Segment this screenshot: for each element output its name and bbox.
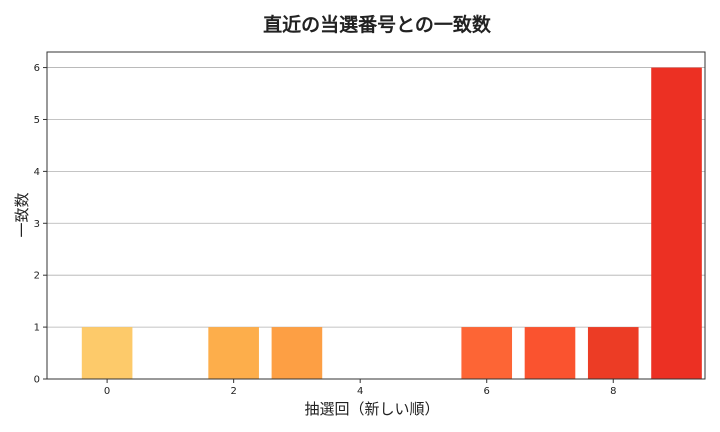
y-tick-label: 1 — [34, 323, 40, 334]
y-tick-label: 0 — [34, 375, 40, 386]
x-tick-label: 4 — [357, 386, 363, 397]
y-tick-label: 4 — [34, 167, 40, 178]
chart-title: 直近の当選番号との一致数 — [263, 13, 492, 36]
bar — [81, 327, 133, 379]
bar — [461, 327, 513, 379]
x-axis-label: 抽選回（新しい順） — [304, 400, 439, 418]
bar — [208, 327, 259, 379]
y-axis-label: 一致数 — [13, 192, 31, 237]
x-tick-label: 6 — [484, 386, 490, 397]
x-tick-label: 2 — [230, 386, 236, 397]
grid — [47, 67, 705, 328]
x-ticks: 0 2 4 6 8 — [104, 379, 616, 397]
bar — [651, 67, 702, 380]
y-tick-label: 5 — [34, 115, 40, 126]
bars — [81, 67, 702, 380]
bar — [524, 327, 576, 379]
y-ticks: 0 1 2 3 4 5 6 — [34, 63, 47, 386]
x-tick-label: 8 — [610, 386, 616, 397]
plot-frame — [46, 51, 706, 380]
y-tick-label: 3 — [34, 219, 40, 230]
bar — [271, 327, 323, 379]
x-tick-label: 0 — [104, 386, 110, 397]
y-tick-label: 6 — [34, 63, 40, 74]
bar — [587, 327, 639, 379]
y-tick-label: 2 — [34, 271, 40, 282]
